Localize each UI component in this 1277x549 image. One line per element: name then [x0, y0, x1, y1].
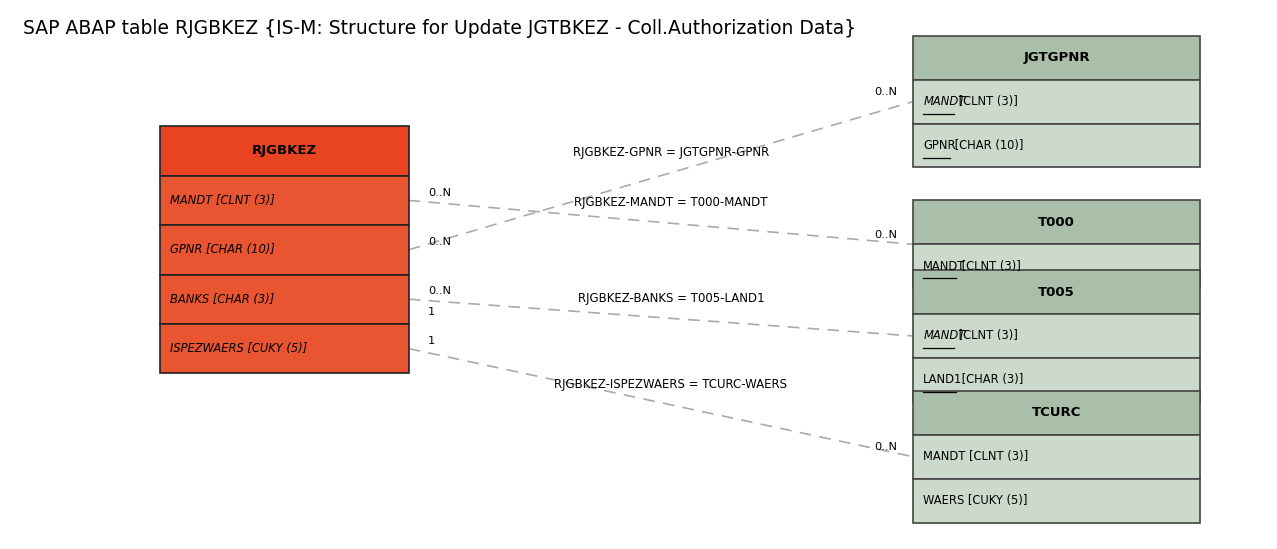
- Bar: [160, 324, 409, 373]
- Text: 0..N: 0..N: [875, 442, 898, 452]
- Text: GPNR: GPNR: [923, 139, 956, 152]
- Text: [CLNT (3)]: [CLNT (3)]: [955, 95, 1018, 108]
- Text: MANDT [CLNT (3)]: MANDT [CLNT (3)]: [923, 450, 1028, 463]
- Bar: [160, 225, 409, 274]
- Text: SAP ABAP table RJGBKEZ {IS-M: Structure for Update JGTBKEZ - Coll.Authorization : SAP ABAP table RJGBKEZ {IS-M: Structure …: [23, 19, 856, 38]
- Text: RJGBKEZ-MANDT = T000-MANDT: RJGBKEZ-MANDT = T000-MANDT: [575, 197, 767, 210]
- Text: [CHAR (3)]: [CHAR (3)]: [958, 373, 1023, 386]
- Text: MANDT: MANDT: [923, 95, 965, 108]
- Text: RJGBKEZ-GPNR = JGTGPNR-GPNR: RJGBKEZ-GPNR = JGTGPNR-GPNR: [573, 146, 769, 159]
- Bar: [913, 270, 1200, 314]
- Text: [CLNT (3)]: [CLNT (3)]: [958, 260, 1020, 273]
- Bar: [913, 200, 1200, 244]
- Text: 0..N: 0..N: [428, 237, 451, 247]
- Text: ISPEZWAERS [CUKY (5)]: ISPEZWAERS [CUKY (5)]: [170, 342, 306, 355]
- Text: [CHAR (10)]: [CHAR (10)]: [951, 139, 1024, 152]
- Text: MANDT: MANDT: [923, 260, 965, 273]
- Bar: [913, 435, 1200, 479]
- Text: [CLNT (3)]: [CLNT (3)]: [955, 329, 1018, 343]
- Text: RJGBKEZ: RJGBKEZ: [252, 144, 317, 158]
- Text: 0..N: 0..N: [428, 287, 451, 296]
- Text: 1: 1: [428, 307, 435, 317]
- Bar: [913, 80, 1200, 124]
- Text: T000: T000: [1038, 216, 1075, 229]
- Text: MANDT [CLNT (3)]: MANDT [CLNT (3)]: [170, 194, 275, 207]
- Bar: [913, 358, 1200, 402]
- Text: 0..N: 0..N: [875, 87, 898, 97]
- Text: GPNR [CHAR (10)]: GPNR [CHAR (10)]: [170, 243, 275, 256]
- Bar: [160, 274, 409, 324]
- Bar: [913, 124, 1200, 167]
- Text: RJGBKEZ-BANKS = T005-LAND1: RJGBKEZ-BANKS = T005-LAND1: [577, 292, 764, 305]
- Bar: [913, 391, 1200, 435]
- Bar: [913, 244, 1200, 288]
- Bar: [913, 36, 1200, 80]
- Text: JGTGPNR: JGTGPNR: [1023, 51, 1091, 64]
- Bar: [913, 314, 1200, 358]
- Text: 1: 1: [428, 336, 435, 346]
- Text: BANKS [CHAR (3)]: BANKS [CHAR (3)]: [170, 293, 275, 306]
- Text: MANDT: MANDT: [923, 329, 965, 343]
- Text: T005: T005: [1038, 285, 1075, 299]
- Bar: [913, 479, 1200, 523]
- Text: 0..N: 0..N: [875, 230, 898, 240]
- Bar: [160, 126, 409, 176]
- Text: LAND1: LAND1: [923, 373, 963, 386]
- Text: RJGBKEZ-ISPEZWAERS = TCURC-WAERS: RJGBKEZ-ISPEZWAERS = TCURC-WAERS: [554, 378, 788, 391]
- Text: WAERS [CUKY (5)]: WAERS [CUKY (5)]: [923, 494, 1028, 507]
- Text: TCURC: TCURC: [1032, 406, 1082, 419]
- Bar: [160, 176, 409, 225]
- Text: 0..N: 0..N: [428, 188, 451, 198]
